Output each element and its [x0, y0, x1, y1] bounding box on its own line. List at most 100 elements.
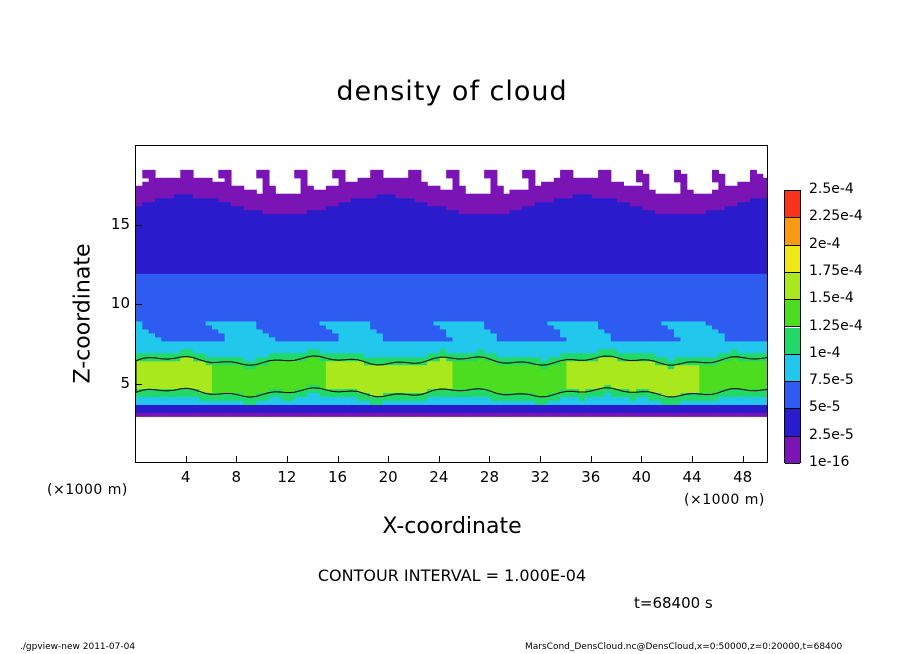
heatmap-cell: [414, 269, 422, 274]
heatmap-cell: [401, 237, 409, 242]
heatmap-cell: [237, 189, 245, 195]
heatmap-cell: [136, 380, 143, 386]
heatmap-cell: [420, 332, 428, 338]
heatmap-cell: [389, 217, 397, 223]
heatmap-cell: [357, 193, 365, 199]
heatmap-cell: [471, 217, 479, 223]
heatmap-cell: [136, 340, 143, 346]
heatmap-cell: [357, 249, 365, 254]
heatmap-cell: [408, 328, 416, 334]
heatmap-cell: [509, 408, 517, 413]
heatmap-cell: [534, 396, 542, 402]
heatmap-cell: [528, 177, 536, 183]
heatmap-cell: [205, 261, 213, 266]
heatmap-cell: [205, 229, 213, 235]
heatmap-cell: [268, 356, 276, 362]
heatmap-cell: [287, 197, 295, 203]
heatmap-cell: [604, 368, 612, 374]
heatmap-cell: [477, 245, 485, 250]
heatmap-cell: [522, 277, 530, 282]
heatmap-cell: [465, 352, 473, 358]
heatmap-cell: [623, 233, 631, 239]
heatmap-cell: [408, 189, 416, 195]
heatmap-cell: [370, 281, 378, 286]
heatmap-cell: [458, 229, 466, 235]
heatmap-cell: [218, 320, 226, 326]
heatmap-cell: [376, 301, 384, 306]
heatmap-cell: [224, 229, 232, 235]
heatmap-cell: [154, 352, 162, 358]
heatmap-cell: [332, 241, 340, 246]
heatmap-cell: [414, 352, 422, 358]
heatmap-cell: [414, 185, 422, 191]
heatmap-cell: [477, 193, 485, 199]
heatmap-cell: [344, 277, 352, 282]
heatmap-cell: [382, 380, 390, 386]
heatmap-cell: [319, 277, 327, 282]
heatmap-cell: [408, 376, 416, 382]
heatmap-cell: [490, 285, 498, 290]
heatmap-cell: [484, 289, 492, 294]
heatmap-cell: [522, 312, 530, 318]
heatmap-cell: [136, 277, 143, 282]
heatmap-cell: [629, 201, 637, 207]
heatmap-cell: [319, 197, 327, 203]
heatmap-cell: [382, 348, 390, 354]
heatmap-cell: [142, 205, 150, 211]
heatmap-cell: [439, 364, 447, 370]
heatmap-cell: [629, 372, 637, 378]
heatmap-cell: [154, 356, 162, 362]
heatmap-cell: [142, 257, 150, 262]
heatmap-cell: [560, 372, 568, 378]
heatmap-cell: [617, 340, 625, 346]
heatmap-cell: [275, 221, 283, 227]
heatmap-cell: [427, 225, 435, 231]
heatmap-cell: [623, 352, 631, 358]
heatmap-cell: [306, 281, 314, 286]
heatmap-cell: [357, 328, 365, 334]
heatmap-cell: [414, 181, 422, 187]
heatmap-cell: [484, 396, 492, 402]
heatmap-cell: [363, 340, 371, 346]
heatmap-cell: [610, 229, 618, 235]
heatmap-cell: [560, 277, 568, 282]
heatmap-cell: [642, 225, 650, 231]
heatmap-cell: [249, 344, 257, 350]
heatmap-cell: [275, 197, 283, 203]
heatmap-cell: [591, 400, 599, 405]
heatmap-cell: [351, 297, 359, 302]
heatmap-cell: [148, 181, 156, 187]
heatmap-cell: [541, 344, 549, 350]
heatmap-cell: [325, 297, 333, 302]
heatmap-cell: [268, 308, 276, 314]
heatmap-cell: [604, 173, 612, 179]
heatmap-cell: [636, 336, 643, 342]
heatmap-cell: [629, 273, 637, 278]
heatmap-cell: [237, 364, 245, 370]
heatmap-cell: [275, 253, 283, 258]
heatmap-cell: [446, 408, 454, 413]
heatmap-cell: [325, 328, 333, 334]
heatmap-cell: [661, 380, 669, 386]
heatmap-cell: [496, 241, 504, 246]
heatmap-cell: [294, 312, 302, 318]
heatmap-cell: [332, 225, 340, 231]
heatmap-cell: [300, 181, 308, 187]
heatmap-cell: [408, 209, 416, 215]
heatmap-cell: [136, 197, 143, 203]
heatmap-cell: [382, 265, 390, 270]
heatmap-cell: [477, 356, 485, 362]
heatmap-cell: [281, 380, 289, 386]
heatmap-cell: [218, 173, 226, 179]
heatmap-cell: [642, 177, 650, 183]
heatmap-cell: [484, 269, 492, 274]
heatmap-cell: [256, 360, 264, 366]
heatmap-cell: [395, 368, 403, 374]
heatmap-cell: [503, 364, 511, 370]
heatmap-cell: [636, 408, 643, 413]
heatmap-cell: [262, 213, 270, 219]
heatmap-cell: [338, 316, 346, 322]
heatmap-cell: [363, 269, 371, 274]
heatmap-cell: [414, 193, 422, 199]
heatmap-cell: [275, 332, 283, 338]
